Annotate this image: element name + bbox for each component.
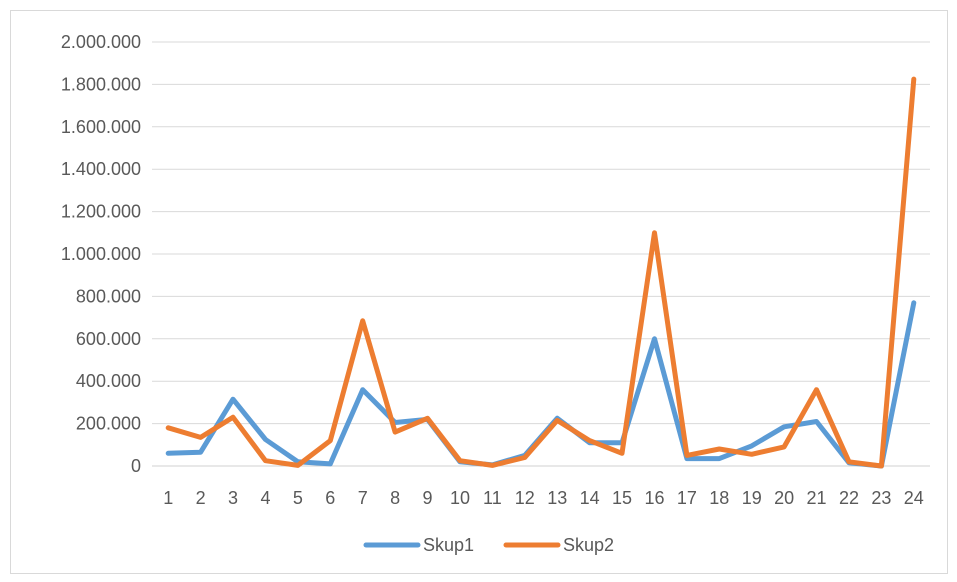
y-tick-label: 400.000 bbox=[76, 371, 141, 391]
series-lines bbox=[165, 76, 917, 469]
x-tick-label: 23 bbox=[871, 488, 891, 508]
line-chart: 0 200.000 400.000 600.000 800.000 1.000.000 1.… bbox=[61, 32, 930, 555]
legend: Skup1 Skup2 bbox=[363, 535, 614, 555]
x-tick-label: 3 bbox=[228, 488, 238, 508]
x-tick-label: 1 bbox=[163, 488, 173, 508]
x-tick-label: 4 bbox=[260, 488, 270, 508]
x-tick-label: 15 bbox=[612, 488, 632, 508]
y-tick-label: 1.800.000 bbox=[61, 74, 141, 94]
x-tick-label: 9 bbox=[423, 488, 433, 508]
series-line-skup2 bbox=[165, 76, 917, 469]
x-axis: 1 2 3 4 5 6 7 8 9 10 11 12 13 14 15 16 17 18 19 20 21 22 23 24 bbox=[163, 488, 924, 508]
x-tick-label: 22 bbox=[839, 488, 859, 508]
x-tick-label: 11 bbox=[483, 488, 502, 508]
y-tick-label: 1.000.000 bbox=[61, 244, 141, 264]
x-tick-label: 10 bbox=[450, 488, 470, 508]
x-tick-label: 21 bbox=[807, 488, 827, 508]
x-tick-label: 6 bbox=[325, 488, 335, 508]
y-tick-label: 200.000 bbox=[76, 414, 141, 434]
x-tick-label: 24 bbox=[904, 488, 924, 508]
y-tick-label: 1.400.000 bbox=[61, 159, 141, 179]
x-tick-label: 14 bbox=[580, 488, 600, 508]
x-tick-label: 13 bbox=[547, 488, 567, 508]
y-tick-label: 2.000.000 bbox=[61, 32, 141, 52]
x-tick-label: 19 bbox=[742, 488, 762, 508]
legend-label-skup2: Skup2 bbox=[563, 535, 614, 555]
x-tick-label: 7 bbox=[358, 488, 368, 508]
x-tick-label: 2 bbox=[196, 488, 206, 508]
gridlines bbox=[152, 41, 930, 467]
y-axis: 0 200.000 400.000 600.000 800.000 1.000.000 1.… bbox=[61, 32, 141, 476]
x-tick-label: 16 bbox=[644, 488, 664, 508]
y-tick-label: 1.200.000 bbox=[61, 202, 141, 222]
x-tick-label: 20 bbox=[774, 488, 794, 508]
y-tick-label: 0 bbox=[131, 456, 141, 476]
chart-area: 0 200.000 400.000 600.000 800.000 1.000.000 1.… bbox=[10, 10, 948, 574]
x-tick-label: 12 bbox=[515, 488, 535, 508]
x-tick-label: 18 bbox=[709, 488, 729, 508]
y-tick-label: 800.000 bbox=[76, 286, 141, 306]
x-tick-label: 17 bbox=[677, 488, 697, 508]
x-tick-label: 5 bbox=[293, 488, 303, 508]
y-tick-label: 600.000 bbox=[76, 329, 141, 349]
y-tick-label: 1.600.000 bbox=[61, 117, 141, 137]
legend-label-skup1: Skup1 bbox=[423, 535, 474, 555]
x-tick-label: 8 bbox=[390, 488, 400, 508]
